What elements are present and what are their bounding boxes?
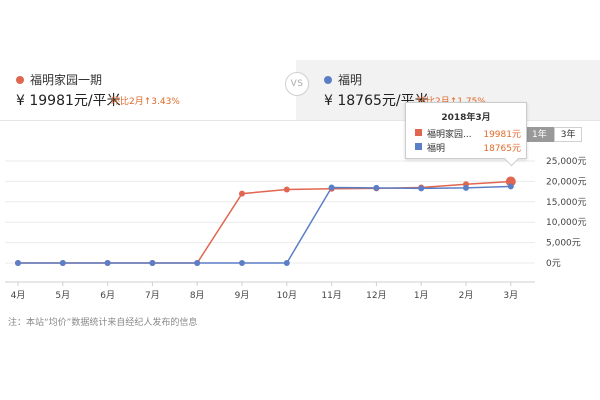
series-dot-icon bbox=[324, 76, 332, 84]
data-point bbox=[194, 260, 201, 266]
x-tick-label: 5月 bbox=[55, 290, 70, 301]
tooltip-row: 福明家园... 19981元 bbox=[415, 127, 521, 140]
data-point bbox=[373, 184, 380, 191]
tooltip-series-name: 福明 bbox=[427, 144, 446, 154]
data-point bbox=[463, 184, 469, 191]
chart-tooltip: 2018年3月 福明家园... 19981元 福明 18765元 bbox=[405, 102, 527, 159]
data-point bbox=[15, 260, 21, 266]
data-source-note: 注：本站“均价”数据统计来自经纪人发布的信息 bbox=[8, 318, 198, 328]
compare-header: 福明家园一期 ¥ 19981元/平米 环比2月↑3.43% 福明 ¥ 18765… bbox=[0, 60, 600, 121]
period-tabs: 1年 3年 bbox=[525, 127, 583, 142]
tooltip-row: 福明 18765元 bbox=[415, 141, 521, 154]
x-tick-label: 2月 bbox=[459, 290, 474, 301]
y-tick-label: 5,000元 bbox=[546, 239, 581, 249]
tab-1-year[interactable]: 1年 bbox=[525, 127, 554, 142]
x-tick-label: 11月 bbox=[321, 290, 341, 301]
tooltip-series-value: 18765元 bbox=[483, 144, 521, 154]
x-tick-label: 6月 bbox=[100, 290, 115, 301]
y-tick-label: 0元 bbox=[546, 259, 561, 269]
data-point bbox=[507, 183, 514, 190]
community-panel-right[interactable]: 福明 ¥ 18765元/平米 环比2月↑1.75% bbox=[296, 60, 600, 121]
x-tick-label: 4月 bbox=[11, 290, 26, 301]
data-point bbox=[418, 185, 425, 192]
tooltip-title: 2018年3月 bbox=[441, 113, 491, 123]
data-point bbox=[104, 260, 111, 266]
data-point bbox=[59, 260, 66, 266]
series-square-icon bbox=[415, 129, 422, 136]
community-panel-left[interactable]: 福明家园一期 ¥ 19981元/平米 环比2月↑3.43% bbox=[0, 60, 296, 121]
vs-badge: VS bbox=[285, 72, 309, 96]
y-tick-label: 10,000元 bbox=[546, 218, 587, 228]
data-point bbox=[149, 260, 156, 266]
community-name: 福明 bbox=[338, 73, 363, 87]
data-point bbox=[505, 176, 516, 187]
series-line bbox=[18, 185, 511, 264]
data-point bbox=[239, 260, 245, 266]
data-point bbox=[328, 184, 335, 191]
tab-3-year[interactable]: 3年 bbox=[553, 127, 583, 142]
series-dot-icon bbox=[16, 76, 24, 84]
y-tick-label: 15,000元 bbox=[546, 198, 587, 208]
series-square-icon bbox=[415, 143, 422, 150]
x-tick-label: 9月 bbox=[235, 290, 250, 301]
x-tick-label: 10月 bbox=[277, 290, 297, 301]
tooltip-series-name: 福明家园... bbox=[427, 130, 472, 140]
x-tick-label: 7月 bbox=[145, 290, 160, 301]
y-tick-label: 20,000元 bbox=[546, 177, 587, 187]
x-tick-label: 3月 bbox=[503, 290, 518, 301]
average-price: ¥ 19981元/平米 bbox=[16, 93, 121, 109]
y-tick-label: 25,000元 bbox=[546, 157, 587, 167]
tooltip-series-value: 19981元 bbox=[483, 130, 521, 140]
x-tick-label: 1月 bbox=[414, 290, 429, 301]
data-point bbox=[239, 190, 245, 197]
x-tick-label: 12月 bbox=[366, 290, 386, 301]
x-tick-label: 8月 bbox=[190, 290, 205, 301]
month-over-month-change: 环比2月↑3.43% bbox=[111, 97, 180, 107]
community-name: 福明家园一期 bbox=[30, 73, 103, 87]
data-point bbox=[283, 260, 290, 266]
data-point bbox=[283, 186, 290, 193]
average-price: ¥ 18765元/平米 bbox=[324, 93, 429, 109]
